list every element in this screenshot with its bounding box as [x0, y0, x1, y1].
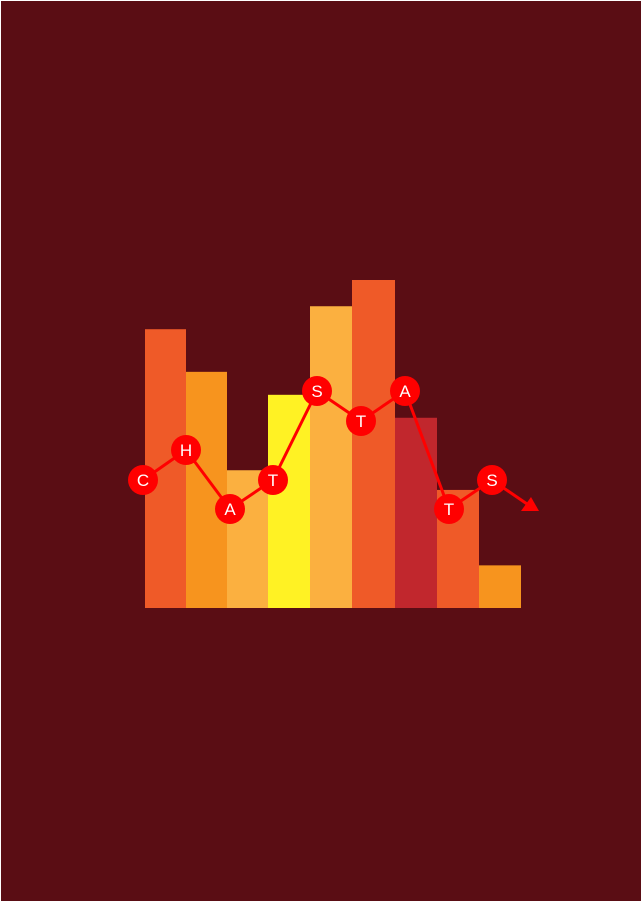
logo-bar	[479, 565, 521, 608]
letter-node-label: C	[137, 471, 149, 490]
letter-node-circle	[302, 376, 332, 406]
letter-node: T	[346, 406, 376, 436]
logo-bar	[352, 280, 395, 608]
letter-node-label: T	[444, 500, 454, 519]
letter-node: A	[215, 494, 245, 524]
arrow-head-icon	[521, 497, 539, 511]
logo-bar	[310, 306, 352, 608]
letter-node-label: S	[311, 382, 322, 401]
letter-node: S	[477, 465, 507, 495]
letter-node-label: T	[268, 471, 278, 490]
logo-bar	[227, 470, 268, 608]
logo-bar	[395, 417, 437, 608]
letter-node: H	[171, 435, 201, 465]
logo-letter-nodes: C H A T S T A T S	[128, 376, 507, 524]
letter-node-circle	[128, 465, 158, 495]
letter-node: C	[128, 465, 158, 495]
logo-bars	[145, 280, 521, 608]
letter-node-label: A	[224, 500, 236, 519]
letter-node-circle	[346, 406, 376, 436]
letter-node: A	[390, 376, 420, 406]
letter-node-label: A	[399, 382, 411, 401]
letter-node-label: S	[486, 471, 497, 490]
logo-bar	[268, 394, 310, 608]
letter-node-label: H	[180, 441, 192, 460]
letter-node-label: T	[356, 412, 366, 431]
letter-node: T	[434, 494, 464, 524]
letter-node-circle	[477, 465, 507, 495]
letter-node-circle	[258, 465, 288, 495]
letter-node: S	[302, 376, 332, 406]
letter-node: T	[258, 465, 288, 495]
letter-node-circle	[171, 435, 201, 465]
letter-node-circle	[215, 494, 245, 524]
logo-bar	[186, 371, 227, 608]
letter-node-circle	[390, 376, 420, 406]
letter-node-circle	[434, 494, 464, 524]
